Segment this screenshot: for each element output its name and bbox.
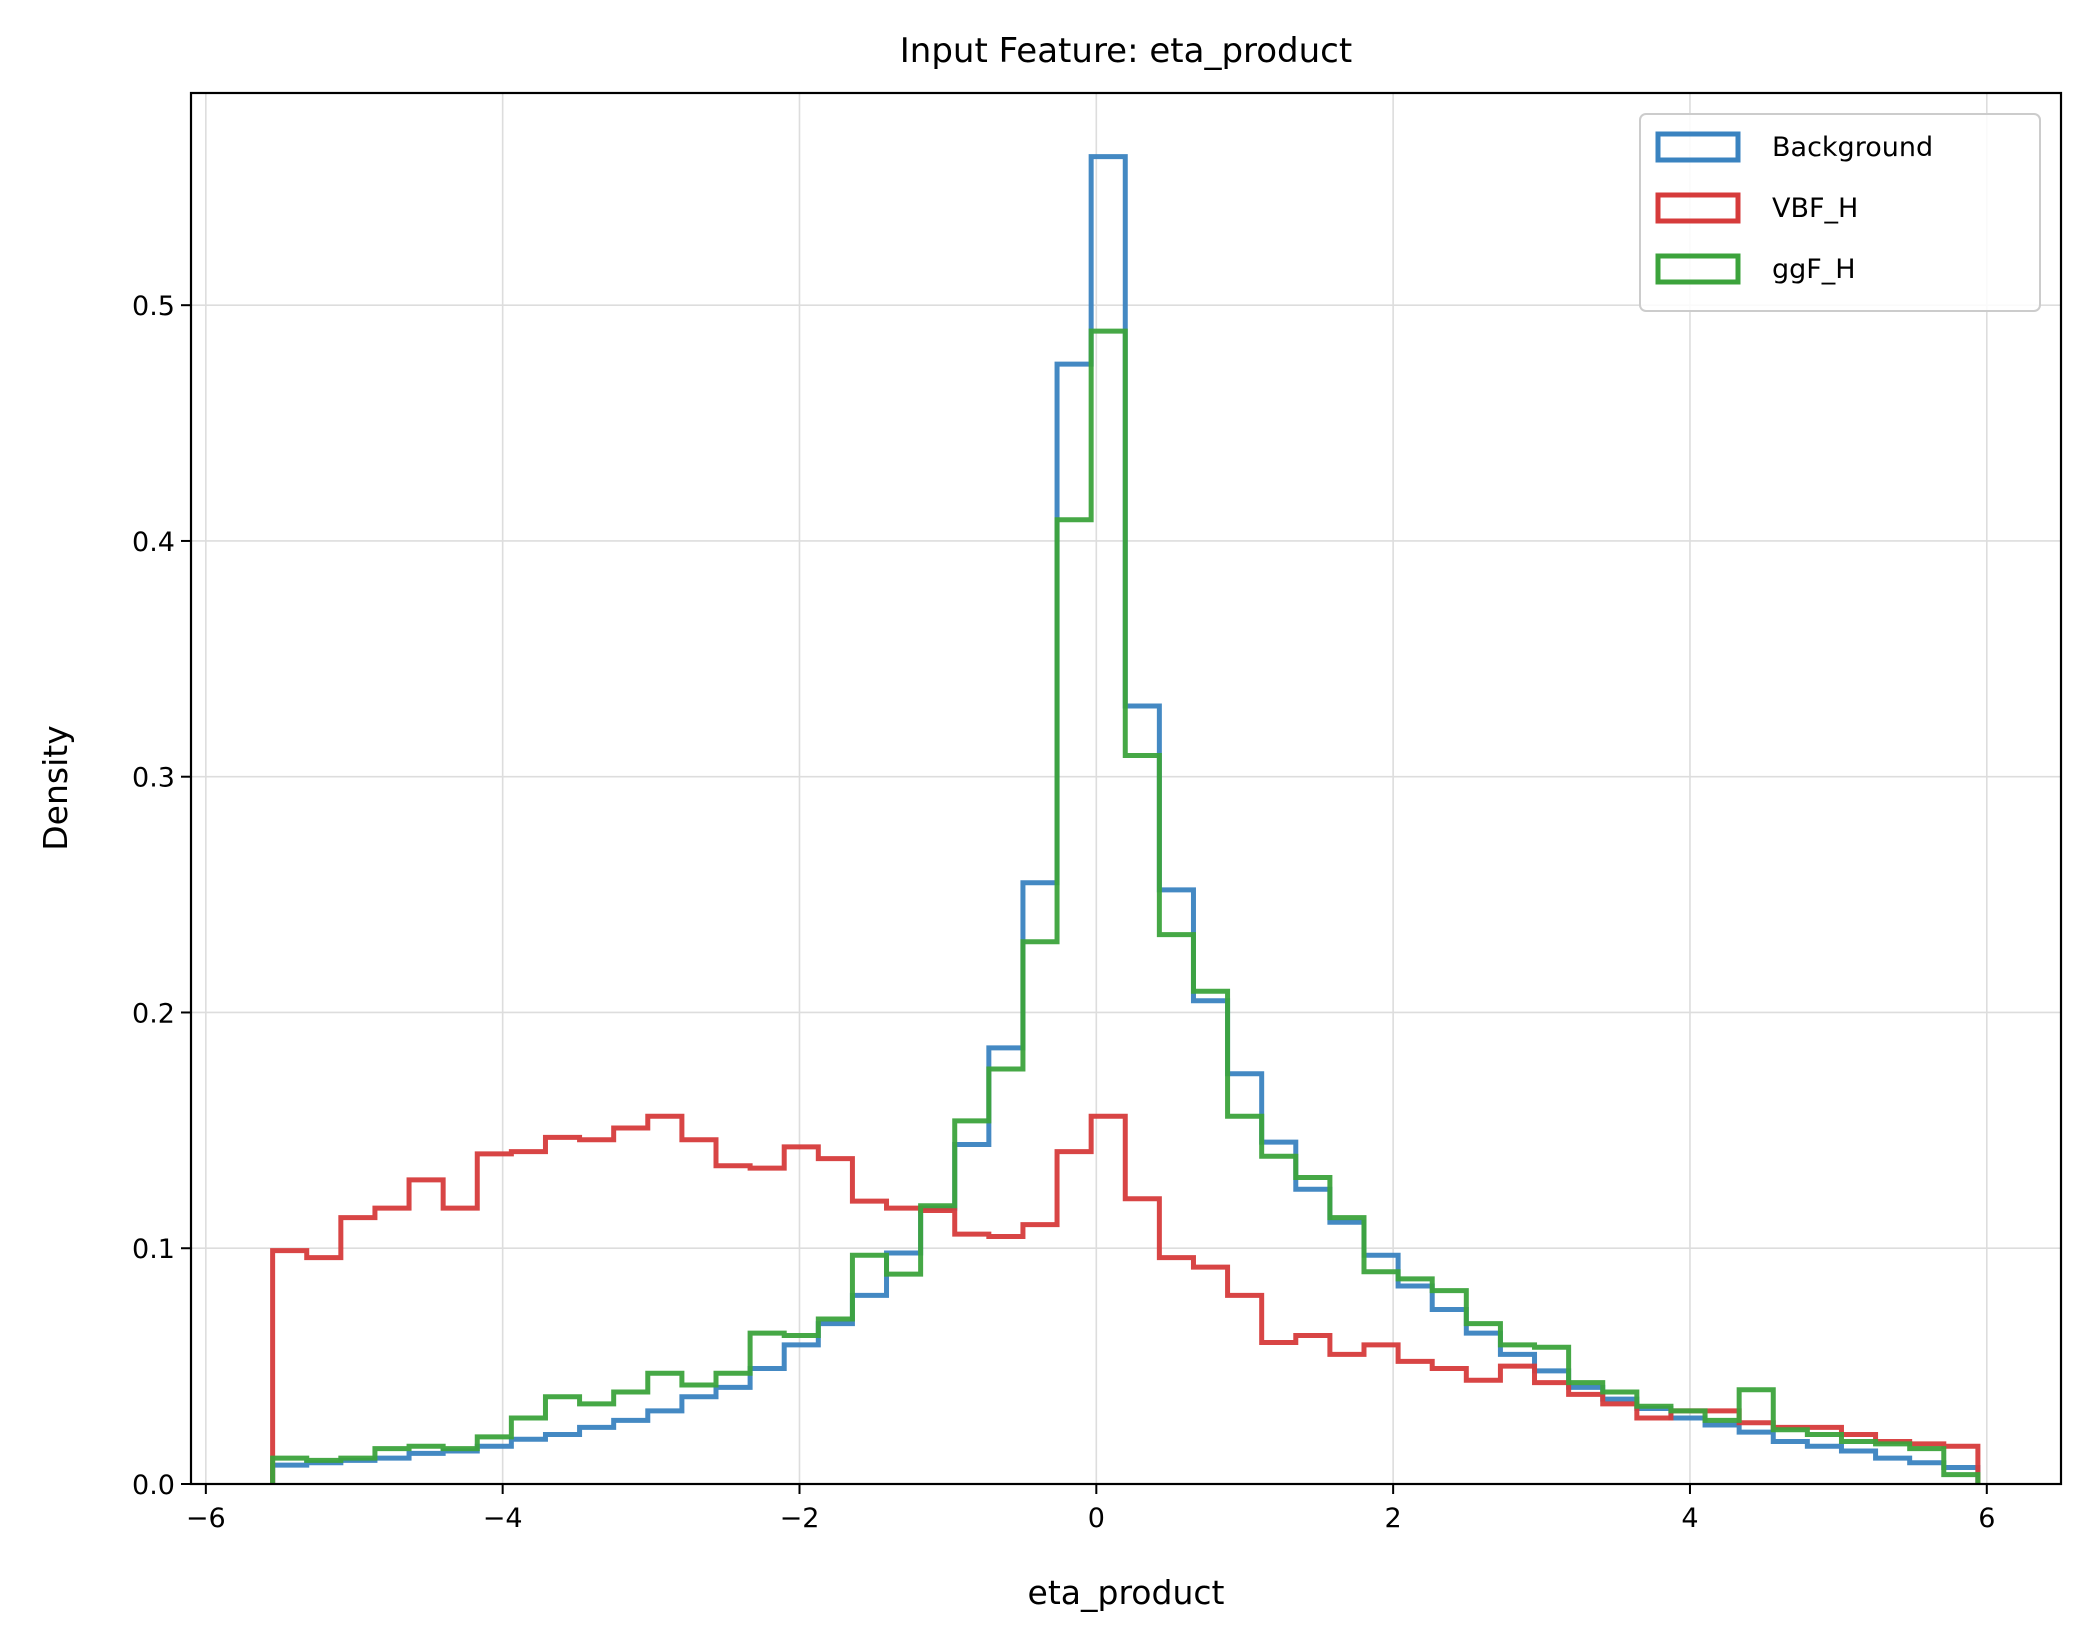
y-axis-label: Density: [36, 725, 75, 850]
y-tick-label: 0.1: [132, 1234, 175, 1265]
legend-swatch-background: [1655, 131, 1741, 163]
legend-swatch-vbf_h: [1655, 192, 1741, 224]
legend-label-background: Background: [1772, 132, 1933, 163]
legend-label-ggf_h: ggF_H: [1772, 254, 1856, 285]
y-tick-label: 0.0: [132, 1470, 175, 1501]
series-line-vbf_h: [270, 1113, 1981, 1484]
x-tick-label: −2: [780, 1503, 820, 1534]
x-axis-label: eta_product: [1028, 1573, 1225, 1612]
series-layer: [270, 154, 1981, 1484]
ticks: −6 −4 −2 0 2 4 6 0.0 0.1 0.2 0.3 0.4 0.5: [132, 291, 1995, 1534]
legend-label-vbf_h: VBF_H: [1772, 193, 1858, 224]
x-tick-label: 4: [1681, 1503, 1698, 1534]
y-tick-label: 0.3: [132, 763, 175, 794]
x-tick-label: 0: [1088, 1503, 1105, 1534]
chart-title: Input Feature: eta_product: [900, 31, 1352, 71]
legend: Background VBF_H ggF_H: [1639, 113, 2041, 312]
y-tick-label: 0.4: [132, 527, 175, 558]
y-tick-label: 0.5: [132, 291, 175, 322]
x-tick-label: 6: [1978, 1503, 1995, 1534]
x-tick-label: 2: [1385, 1503, 1402, 1534]
x-tick-label: −4: [483, 1503, 523, 1534]
series-line-ggf_h: [270, 328, 1981, 1484]
x-tick-label: −6: [186, 1503, 226, 1534]
y-tick-label: 0.2: [132, 998, 175, 1029]
plot-frame: [189, 91, 2063, 1486]
legend-swatch-ggf_h: [1655, 253, 1741, 285]
